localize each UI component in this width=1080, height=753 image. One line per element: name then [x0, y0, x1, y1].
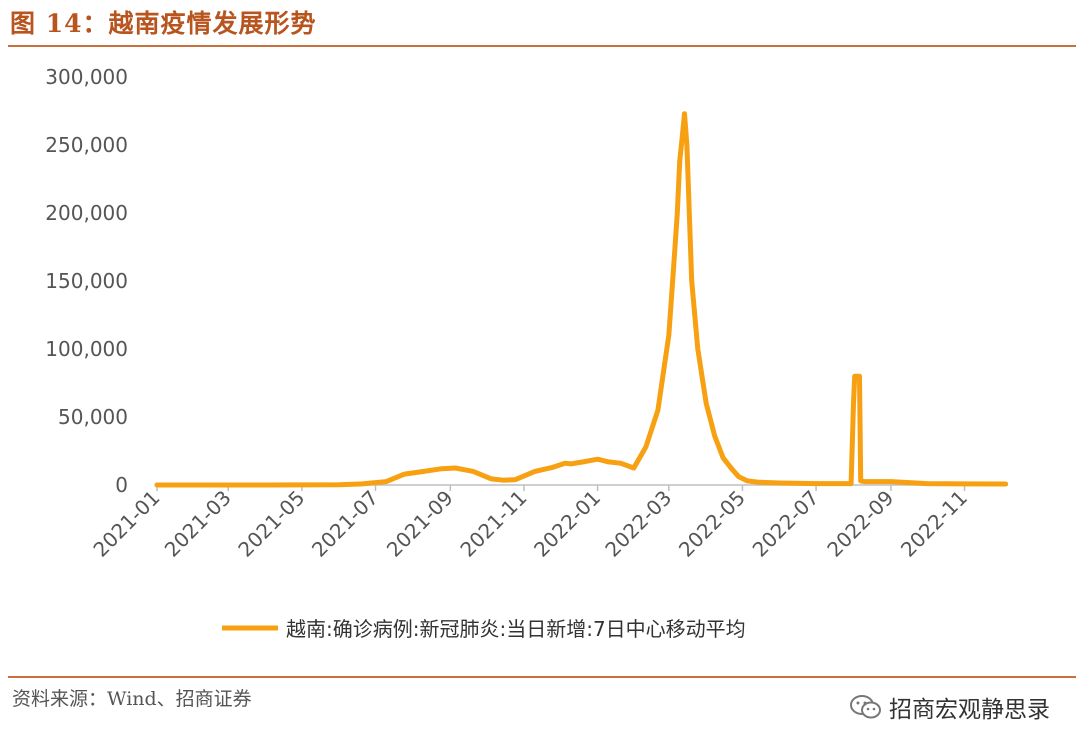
x-tick-label: 2022-03	[600, 486, 676, 562]
y-axis: 0 50,000 100,000 150,000 200,000 250,000 300,0…	[45, 65, 128, 497]
line-chart: 0 50,000 100,000 150,000 200,000 250,000 300,0…	[45, 65, 1009, 641]
top-rule	[8, 45, 1076, 47]
x-axis: 2021-012021-032021-052021-072021-092021-…	[88, 484, 1008, 562]
source-note: 资料来源：Wind、招商证券	[12, 688, 252, 710]
y-tick-label: 50,000	[58, 405, 128, 429]
y-tick-label: 300,000	[45, 65, 128, 89]
x-tick-label: 2022-11	[896, 486, 972, 562]
x-tick-label: 2021-07	[307, 486, 383, 562]
y-tick-label: 150,000	[45, 269, 128, 293]
x-tick-label: 2022-07	[748, 486, 824, 562]
x-tick-label: 2022-05	[674, 486, 750, 562]
x-tick-label: 2022-09	[822, 486, 898, 562]
bottom-rule	[8, 676, 1076, 678]
y-tick-label: 0	[115, 473, 128, 497]
y-tick-label: 250,000	[45, 133, 128, 157]
y-tick-label: 100,000	[45, 337, 128, 361]
x-tick-label: 2021-09	[382, 486, 458, 562]
x-tick-label: 2021-05	[233, 486, 309, 562]
wechat-icon	[850, 695, 881, 719]
figure-title: 图 14：越南疫情发展形势	[10, 9, 317, 38]
series-line	[154, 111, 1009, 488]
legend-label: 越南:确诊病例:新冠肺炎:当日新增:7日中心移动平均	[286, 617, 746, 641]
x-tick-label: 2021-03	[160, 486, 236, 562]
watermark: 招商宏观静思录	[849, 690, 1050, 724]
watermark-text: 招商宏观静思录	[889, 697, 1050, 723]
y-tick-label: 200,000	[45, 201, 128, 225]
legend: 越南:确诊病例:新冠肺炎:当日新增:7日中心移动平均	[222, 617, 746, 641]
x-tick-label: 2022-01	[529, 486, 605, 562]
x-tick-label: 2021-11	[455, 486, 531, 562]
